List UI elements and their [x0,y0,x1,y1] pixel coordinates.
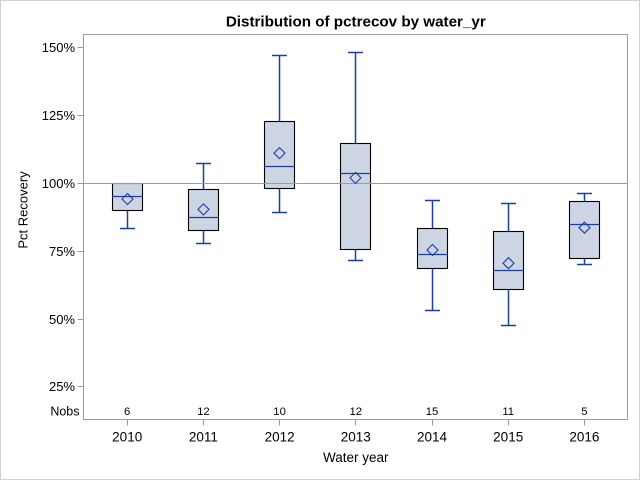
svg-text:10: 10 [273,406,286,418]
svg-text:5: 5 [581,406,587,418]
svg-text:Water year: Water year [323,450,389,465]
svg-text:2013: 2013 [341,429,371,444]
svg-text:75%: 75% [49,244,75,259]
svg-text:6: 6 [124,406,130,418]
svg-text:Distribution of pctrecov by wa: Distribution of pctrecov by water_yr [226,14,486,31]
svg-text:125%: 125% [42,108,76,123]
svg-text:Nobs: Nobs [50,405,79,419]
svg-text:12: 12 [350,406,363,418]
svg-text:15: 15 [426,406,439,418]
svg-text:2010: 2010 [112,429,142,444]
svg-text:11: 11 [502,406,514,418]
svg-text:25%: 25% [49,379,75,394]
svg-text:2014: 2014 [417,429,448,444]
svg-text:2012: 2012 [265,429,295,444]
svg-text:100%: 100% [42,176,76,191]
svg-text:2015: 2015 [493,429,523,444]
svg-text:12: 12 [197,406,210,418]
svg-text:Pct Recovery: Pct Recovery [16,171,31,249]
svg-text:150%: 150% [42,40,76,55]
svg-text:50%: 50% [49,312,75,327]
svg-text:2011: 2011 [189,429,218,444]
svg-text:2016: 2016 [569,429,599,444]
